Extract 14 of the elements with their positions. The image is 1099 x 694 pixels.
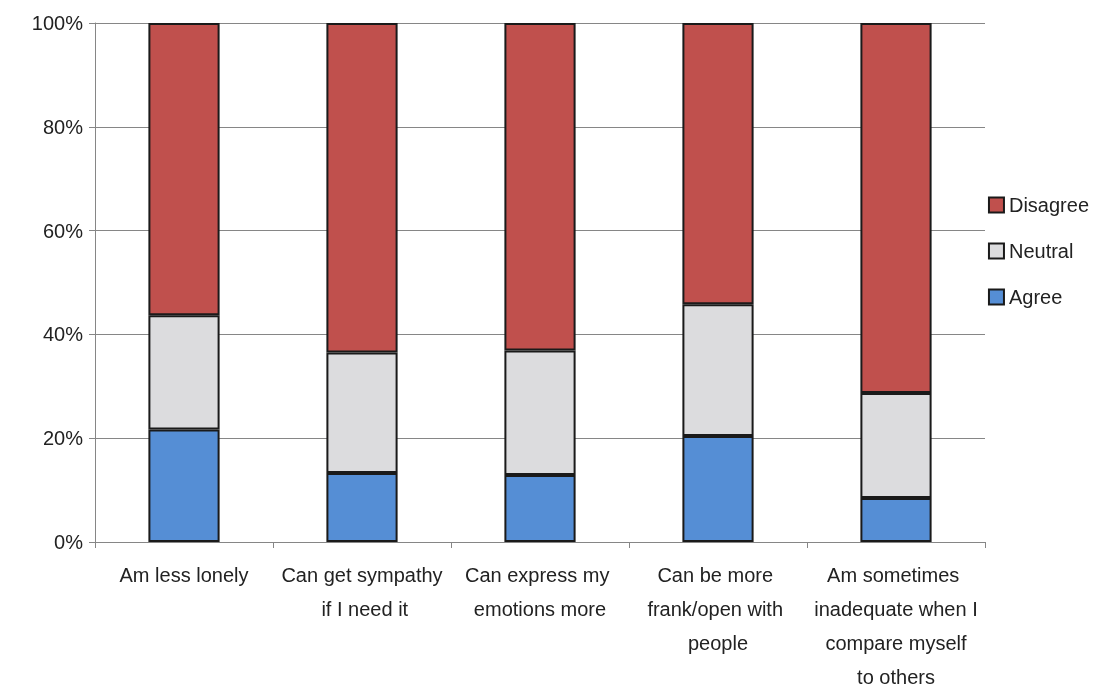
legend-label: Neutral — [1008, 240, 1074, 262]
x-tick-label: Can get sympathy if I need it — [281, 564, 443, 620]
y-tick-label: 80% — [42, 115, 84, 138]
x-tick-label: Am sometimes inadequate when I compare myself to others — [814, 564, 978, 688]
y-tick-label: 20% — [42, 427, 84, 450]
x-tick-label: Can be more frank/open with people — [647, 564, 789, 654]
y-tick-label: 0% — [54, 531, 84, 553]
y-tick-label: 60% — [42, 219, 84, 242]
y-tick-label: 40% — [42, 323, 84, 346]
x-tick-label: Am less lonely — [119, 564, 249, 586]
legend-label: Agree — [1008, 286, 1063, 308]
y-tick-label: 100% — [31, 12, 84, 34]
legend-label: Disagree — [1008, 194, 1090, 216]
x-tick-label: Can express my emotions more — [464, 564, 616, 620]
